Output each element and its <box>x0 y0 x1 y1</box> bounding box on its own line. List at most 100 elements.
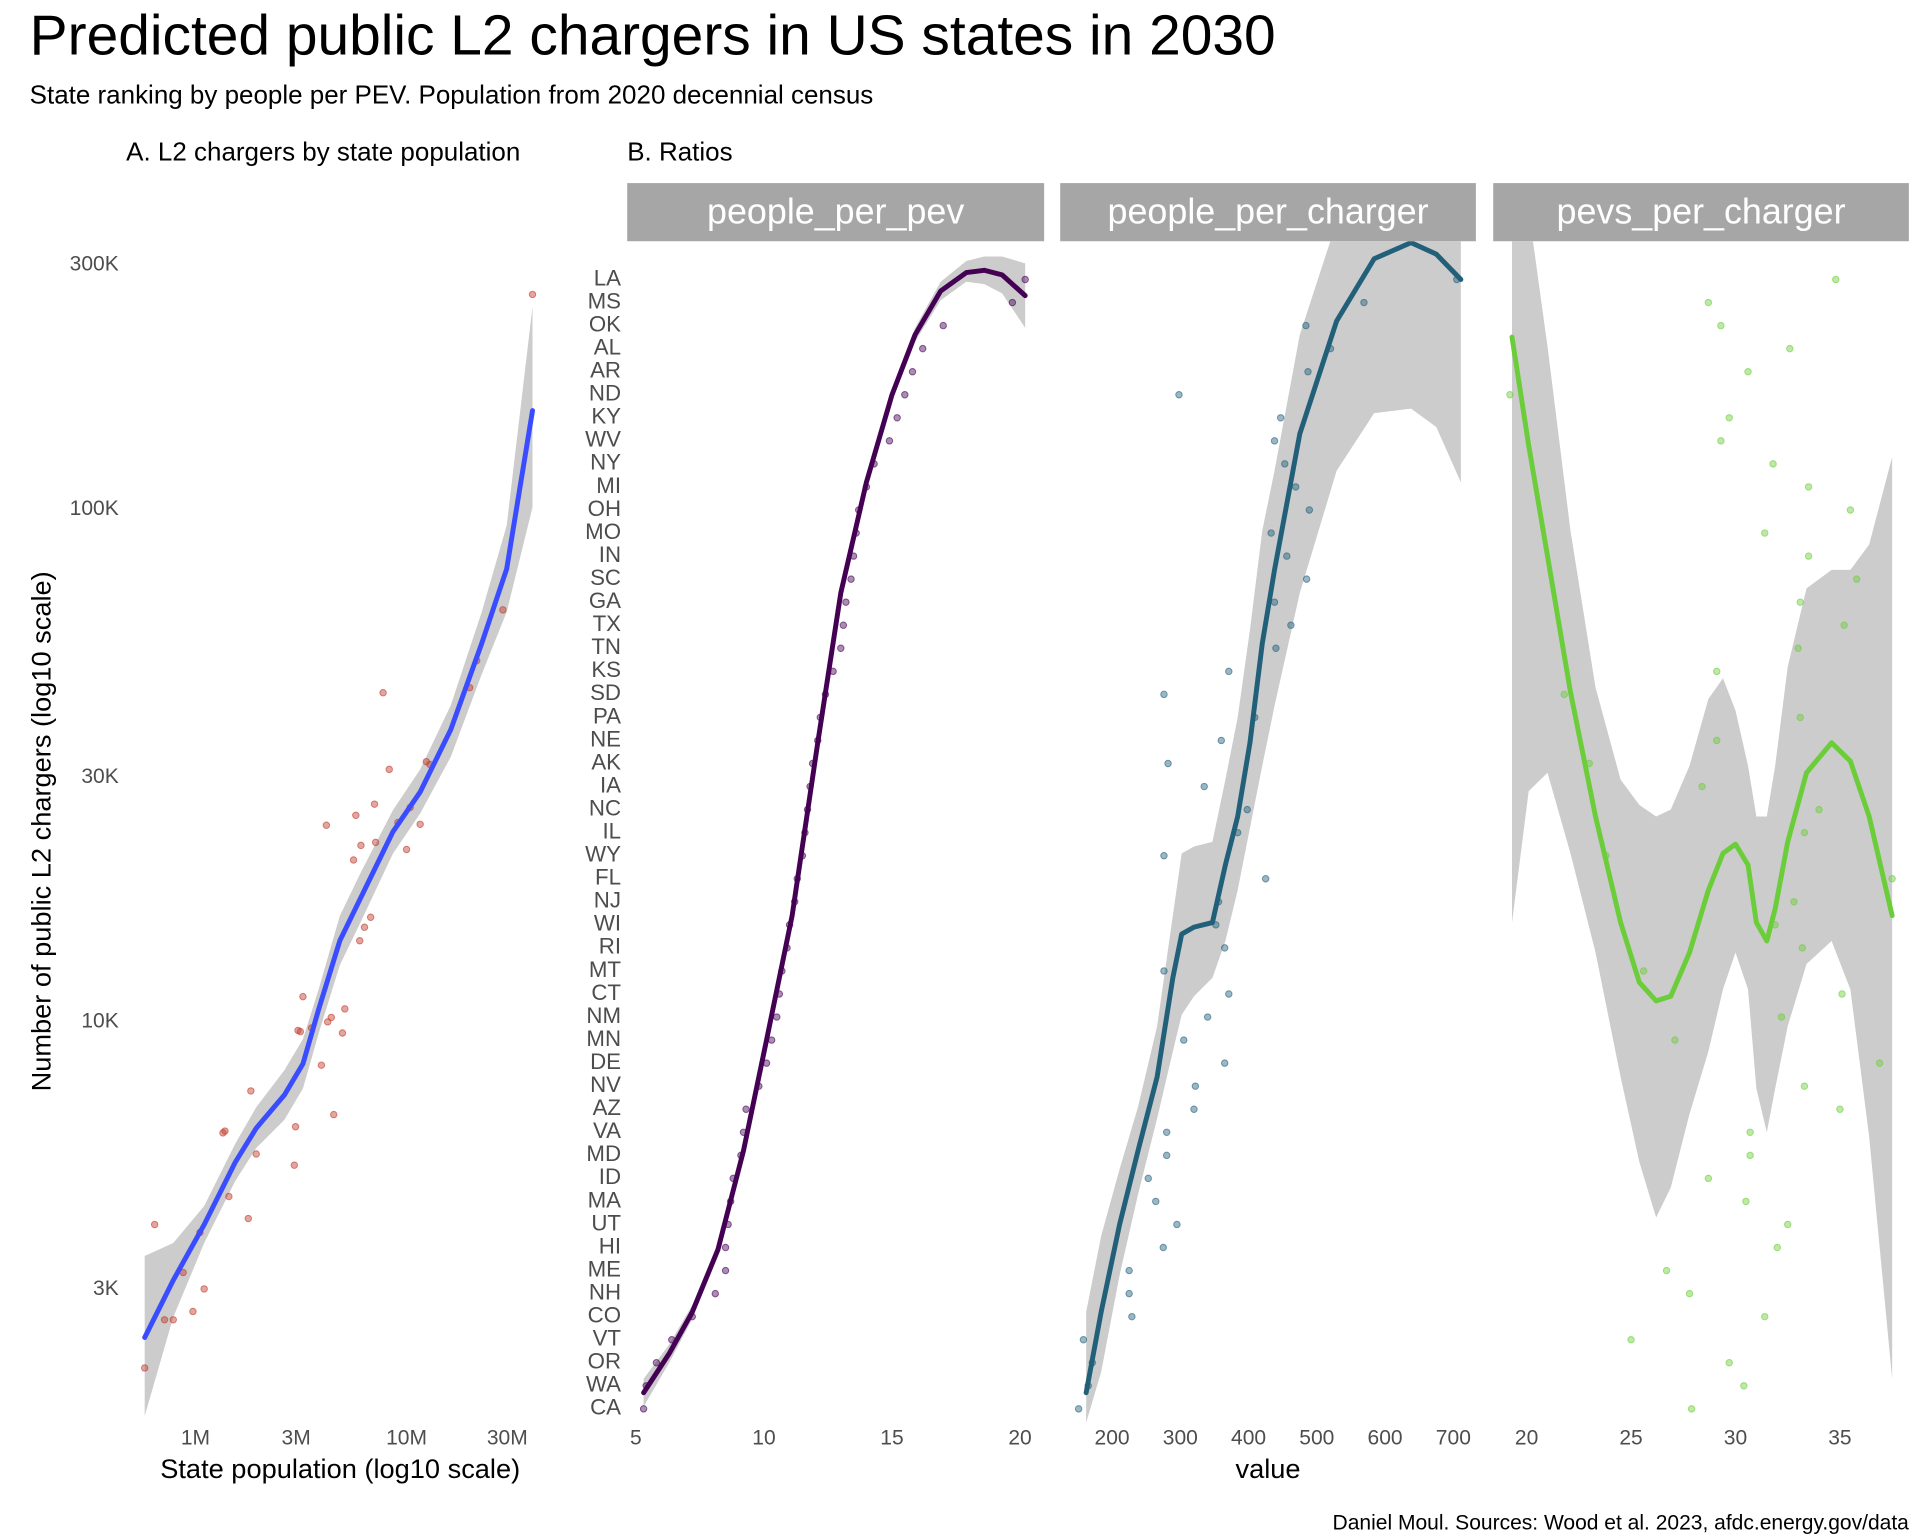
y-tick-label: NC <box>589 795 621 820</box>
data-point <box>1203 1013 1212 1021</box>
x-tick-label: 35 <box>1828 1426 1851 1449</box>
y-tick-label: CT <box>591 980 621 1005</box>
y-tick-label: NE <box>590 726 621 751</box>
data-point <box>901 391 909 399</box>
data-point <box>1784 1220 1792 1229</box>
confidence-band <box>643 256 1026 1407</box>
data-point <box>1685 1289 1694 1298</box>
data-point <box>1761 1312 1769 1321</box>
x-tick-label: 30 <box>1724 1426 1747 1449</box>
data-point <box>1746 1151 1754 1160</box>
data-point <box>1160 851 1168 860</box>
smooth-line <box>142 408 535 1340</box>
facet-label: people_per_charger <box>1108 191 1429 231</box>
data-point <box>1717 321 1725 330</box>
data-point <box>1079 1335 1088 1344</box>
data-point <box>402 845 411 854</box>
y-tick-label: OH <box>588 496 621 521</box>
data-point <box>1302 575 1311 583</box>
data-point <box>252 1150 260 1158</box>
x-tick-label: 10 <box>752 1426 775 1449</box>
data-point <box>847 575 855 583</box>
y-tick-label: NV <box>590 1072 621 1097</box>
data-point <box>370 800 379 808</box>
data-point <box>1191 1082 1200 1090</box>
x-tick-label: 5 <box>630 1426 642 1449</box>
y-tick-label: MD <box>586 1141 621 1166</box>
smooth-line <box>1083 241 1464 1396</box>
data-point <box>1220 1059 1229 1067</box>
data-point <box>919 344 927 353</box>
data-point <box>839 621 848 629</box>
y-tick-label: ID <box>599 1164 621 1189</box>
y-tick-label: DE <box>590 1049 621 1074</box>
data-point <box>1627 1335 1635 1344</box>
data-point <box>290 1161 299 1169</box>
y-tick-label: MI <box>596 473 621 498</box>
x-tick-label: 1M <box>181 1426 210 1449</box>
facet-label: pevs_per_charger <box>1557 191 1846 231</box>
data-point <box>1698 782 1706 791</box>
data-point <box>1360 298 1368 307</box>
data-point <box>1243 805 1251 814</box>
data-point <box>1225 990 1233 998</box>
data-point <box>1276 414 1285 422</box>
data-point <box>1506 391 1514 399</box>
data-point <box>1159 1243 1167 1252</box>
data-point <box>1804 483 1813 491</box>
data-point <box>1712 667 1721 676</box>
data-point <box>1800 828 1809 837</box>
data-point <box>528 290 537 299</box>
y-axis-title: Number of public L2 chargers (log10 scal… <box>25 571 56 1091</box>
data-point <box>1742 1197 1750 1206</box>
y-tick-label: MO <box>585 519 621 544</box>
data-point <box>1852 575 1861 583</box>
data-point <box>652 1359 661 1367</box>
y-tick-label: IN <box>599 542 621 567</box>
data-point <box>1836 1105 1844 1113</box>
panel-title: A. L2 chargers by state population <box>126 136 520 166</box>
y-tick-label: PA <box>593 703 621 728</box>
y-tick-label: OK <box>589 311 621 336</box>
data-point <box>742 1105 750 1113</box>
data-point <box>908 367 917 376</box>
data-point <box>1662 1266 1671 1275</box>
data-point <box>1125 1289 1133 1298</box>
data-point <box>160 1316 169 1324</box>
data-point <box>221 1127 229 1135</box>
data-point <box>1144 1174 1152 1183</box>
y-tick-label: SD <box>590 680 621 705</box>
y-tick-label: UT <box>591 1210 621 1235</box>
y-tick-label: NH <box>589 1279 621 1304</box>
confidence-band <box>1512 241 1893 1379</box>
data-point <box>1777 1013 1786 1021</box>
data-point <box>1162 1128 1171 1136</box>
data-point <box>1560 690 1568 699</box>
facet-strip <box>1060 183 1476 242</box>
data-point <box>1786 344 1794 353</box>
data-point <box>499 606 507 614</box>
chart-title: Predicted public L2 chargers in US state… <box>30 4 1276 68</box>
data-point <box>1846 506 1855 514</box>
y-tick-label: WY <box>585 842 621 867</box>
data-point <box>1152 1197 1160 1206</box>
data-point <box>330 1110 338 1119</box>
data-point <box>1261 875 1270 883</box>
smooth-line <box>1509 334 1895 1004</box>
data-point <box>1717 437 1725 445</box>
data-point <box>385 765 393 774</box>
x-tick-label: 300 <box>1163 1426 1198 1449</box>
x-tick-label: 10M <box>386 1426 427 1449</box>
data-point <box>1815 805 1823 814</box>
y-tick-label: SC <box>590 565 621 590</box>
data-point <box>1838 990 1846 998</box>
data-point <box>1160 967 1168 975</box>
y-tick-label: RI <box>599 934 621 959</box>
y-tick-label: TN <box>591 634 621 659</box>
data-point <box>1704 1174 1713 1183</box>
data-point <box>1125 1266 1133 1275</box>
data-point <box>327 1013 335 1022</box>
plot-area <box>1074 241 1464 1423</box>
data-point <box>1175 391 1183 399</box>
